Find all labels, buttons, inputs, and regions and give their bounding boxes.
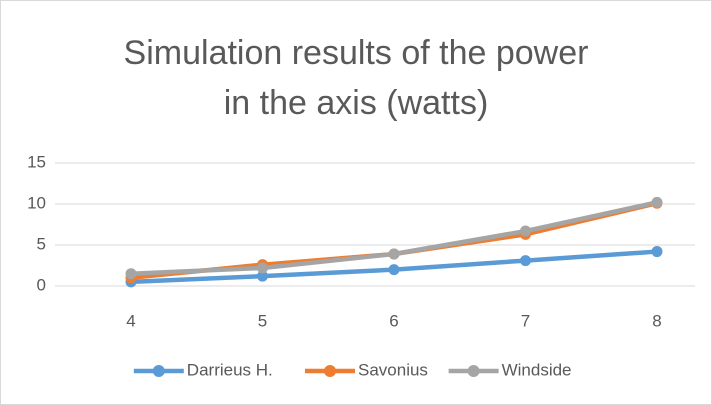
data-point bbox=[651, 196, 663, 208]
y-tick-label: 10 bbox=[27, 193, 46, 212]
legend-swatch-marker bbox=[467, 365, 480, 377]
legend-label: Windside bbox=[502, 360, 572, 379]
data-point bbox=[125, 268, 137, 280]
data-point bbox=[520, 225, 531, 237]
y-tick-label: 0 bbox=[37, 275, 46, 294]
data-point bbox=[388, 264, 400, 276]
y-tick-label: 5 bbox=[37, 234, 46, 253]
data-point bbox=[520, 255, 531, 267]
chart-title: Simulation results of the power in the a… bbox=[123, 34, 589, 122]
data-point bbox=[257, 262, 268, 274]
y-tick-label: 15 bbox=[27, 152, 46, 171]
x-tick-label: 7 bbox=[521, 311, 530, 330]
data-point bbox=[257, 270, 268, 282]
x-tick-label: 6 bbox=[389, 311, 398, 330]
x-tick-label: 8 bbox=[652, 311, 661, 330]
data-point bbox=[651, 246, 663, 258]
data-point bbox=[388, 248, 400, 260]
legend-label: Savonius bbox=[358, 360, 428, 379]
legend-swatch-marker bbox=[152, 365, 165, 377]
x-tick-label: 5 bbox=[258, 311, 267, 330]
legend-label: Darrieus H. bbox=[187, 360, 273, 379]
legend-swatch-marker bbox=[324, 365, 336, 377]
x-tick-label: 4 bbox=[126, 311, 135, 330]
